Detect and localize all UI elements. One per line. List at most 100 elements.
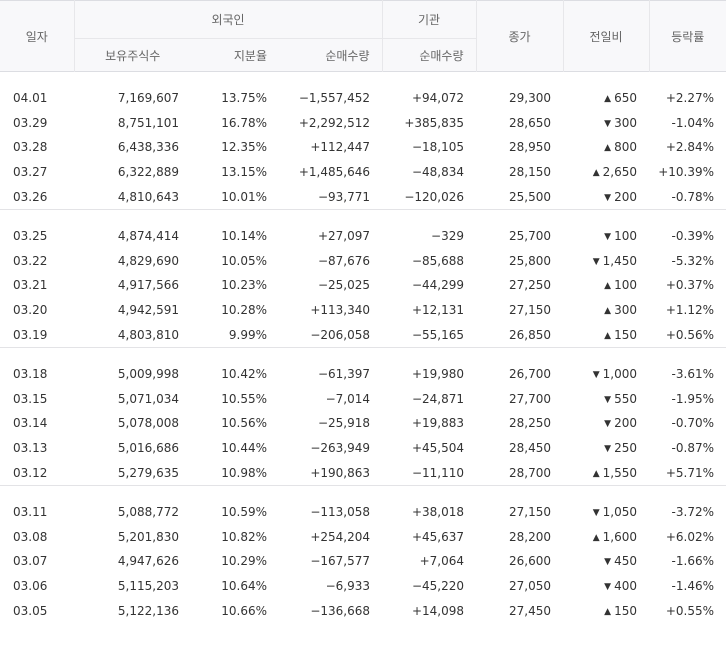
table-row: 03.19 4,803,810 9.99% −206,058 −55,165 26,850… — [0, 322, 726, 347]
table-row: 03.06 5,115,203 10.64% −6,933 −45,220 27,050 ▼… — [0, 574, 726, 599]
cell-net-institution: −18,105 — [411, 140, 464, 155]
cell-close: 27,250 — [509, 278, 551, 293]
cell-holdings: 6,322,889 — [117, 165, 179, 180]
cell-date: 03.13 — [13, 441, 48, 456]
cell-rate: -3.72% — [671, 505, 714, 520]
cell-date: 03.22 — [13, 253, 48, 268]
cell-net-institution: +94,072 — [411, 91, 464, 106]
cell-change-value: 1,550 — [602, 465, 637, 480]
cell-close: 28,250 — [509, 416, 551, 431]
cell-net-institution: +45,637 — [411, 529, 464, 544]
cell-change-value: 1,600 — [602, 529, 637, 544]
cell-share: 10.55% — [221, 391, 267, 406]
cell-holdings: 4,874,414 — [117, 229, 179, 244]
cell-date: 03.26 — [13, 189, 48, 204]
cell-date: 03.29 — [13, 115, 48, 130]
cell-net-foreign: −25,918 — [317, 416, 370, 431]
up-triangle-icon: ▲ — [604, 281, 612, 292]
cell-date: 03.15 — [13, 391, 48, 406]
cell-share: 10.98% — [221, 465, 267, 480]
cell-rate: +6.02% — [665, 529, 714, 544]
down-triangle-icon: ▼ — [604, 192, 612, 203]
cell-holdings: 7,169,607 — [117, 91, 179, 106]
group-spacer — [0, 72, 726, 87]
investor-trading-table: 일자 외국인 기관 종가 전일비 등락률 보유주식수 지분율 순매수량 순매수량… — [0, 0, 726, 623]
cell-date: 03.11 — [13, 505, 48, 520]
cell-rate: +2.27% — [665, 91, 714, 106]
cell-holdings: 5,016,686 — [117, 441, 179, 456]
cell-net-foreign: −206,058 — [310, 327, 370, 342]
cell-holdings: 4,810,643 — [117, 189, 179, 204]
cell-share: 9.99% — [228, 327, 267, 342]
cell-rate: -1.04% — [671, 115, 714, 130]
cell-close: 25,700 — [509, 229, 551, 244]
cell-date: 03.25 — [13, 229, 48, 244]
down-triangle-icon: ▼ — [604, 394, 612, 405]
cell-rate: +0.37% — [665, 278, 714, 293]
header-institution: 기관 — [381, 0, 476, 39]
cell-change: ▼ 100 — [563, 224, 649, 249]
cell-share: 13.15% — [221, 165, 267, 180]
cell-change-value: 200 — [614, 416, 637, 431]
down-triangle-icon: ▼ — [592, 508, 600, 519]
cell-close: 28,200 — [509, 529, 551, 544]
cell-share: 10.01% — [221, 189, 267, 204]
cell-close: 26,850 — [509, 327, 551, 342]
cell-rate: +5.71% — [665, 465, 714, 480]
cell-change: ▲ 150 — [563, 598, 649, 623]
cell-share: 13.75% — [221, 91, 267, 106]
cell-close: 28,150 — [509, 165, 551, 180]
down-triangle-icon: ▼ — [604, 581, 612, 592]
cell-close: 28,700 — [509, 465, 551, 480]
cell-share: 10.23% — [221, 278, 267, 293]
down-triangle-icon: ▼ — [604, 419, 612, 430]
cell-date: 04.01 — [13, 91, 48, 106]
cell-change: ▼ 250 — [563, 436, 649, 461]
table-row: 03.25 4,874,414 10.14% +27,097 −329 25,700 ▼ 10… — [0, 224, 726, 249]
cell-rate: -0.87% — [671, 441, 714, 456]
down-triangle-icon: ▼ — [592, 370, 600, 381]
cell-share: 10.59% — [221, 505, 267, 520]
cell-rate: -1.66% — [671, 554, 714, 569]
cell-share: 10.64% — [221, 578, 267, 593]
header-share: 지분율 — [191, 38, 279, 72]
cell-change-value: 2,650 — [602, 165, 637, 180]
cell-date: 03.06 — [13, 578, 48, 593]
up-triangle-icon: ▲ — [604, 306, 612, 317]
cell-net-institution: +19,883 — [411, 416, 464, 431]
cell-net-institution: +45,504 — [411, 441, 464, 456]
cell-rate: +2.84% — [665, 140, 714, 155]
table-row: 03.22 4,829,690 10.05% −87,676 −85,688 25,800… — [0, 249, 726, 274]
cell-rate: +0.55% — [665, 603, 714, 618]
cell-change: ▲ 100 — [563, 273, 649, 298]
header-net-foreign: 순매수량 — [279, 38, 382, 72]
cell-net-foreign: −61,397 — [317, 367, 370, 382]
cell-date: 03.19 — [13, 327, 48, 342]
cell-close: 27,150 — [509, 505, 551, 520]
cell-date: 03.14 — [13, 416, 48, 431]
cell-change-value: 200 — [614, 189, 637, 204]
table-row: 03.11 5,088,772 10.59% −113,058 +38,018 27,15… — [0, 500, 726, 525]
cell-change-value: 300 — [614, 115, 637, 130]
cell-share: 16.78% — [221, 115, 267, 130]
up-triangle-icon: ▲ — [604, 94, 612, 105]
cell-holdings: 5,115,203 — [117, 578, 179, 593]
cell-close: 28,450 — [509, 441, 551, 456]
cell-net-foreign: −87,676 — [317, 253, 370, 268]
table-row: 03.15 5,071,034 10.55% −7,014 −24,871 27,700 ▼… — [0, 387, 726, 412]
cell-date: 03.12 — [13, 465, 48, 480]
cell-net-institution: +19,980 — [411, 367, 464, 382]
cell-close: 28,650 — [509, 115, 551, 130]
cell-holdings: 4,917,566 — [117, 278, 179, 293]
table-row: 03.20 4,942,591 10.28% +113,340 +12,131 27,15… — [0, 298, 726, 323]
cell-date: 03.21 — [13, 278, 48, 293]
cell-close: 25,500 — [509, 189, 551, 204]
up-triangle-icon: ▲ — [592, 532, 600, 543]
cell-close: 27,450 — [509, 603, 551, 618]
cell-rate: -0.78% — [671, 189, 714, 204]
cell-close: 27,050 — [509, 578, 551, 593]
table-row: 03.08 5,201,830 10.82% +254,204 +45,637 28,20… — [0, 525, 726, 550]
cell-net-foreign: −7,014 — [325, 391, 370, 406]
cell-rate: -3.61% — [671, 367, 714, 382]
cell-holdings: 4,803,810 — [117, 327, 179, 342]
